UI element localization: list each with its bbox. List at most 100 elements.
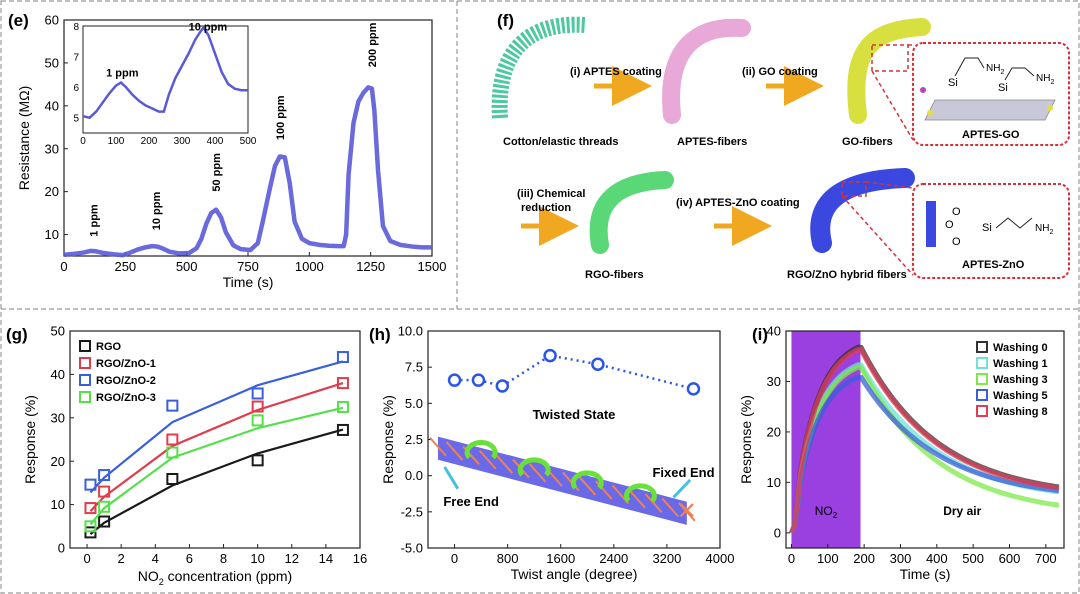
y-tick-label: 0 [58,541,65,556]
x-tick-label: 250 [114,259,136,274]
zno-surface [926,201,936,247]
data-point [336,400,349,413]
peak-annotation: 50 ppm [211,153,223,192]
annotation-twisted-state: Twisted State [533,407,616,422]
step-label-3a: (iii) Chemical [517,188,585,200]
free-end-arrow [443,466,460,490]
chart-h: 0 800 1600 2400 3200 4000 -5.0 -2.5 0.0 2.5 5.0 7.5… [380,324,734,582]
inset-line [82,25,248,120]
svg-text:O: O [952,236,961,248]
x-tick-label: 4 [152,551,159,566]
fiber-stripe [628,489,646,509]
fit-curve [89,428,344,535]
legend-marker [976,357,988,369]
data-point [591,357,605,372]
fiber-zno [810,168,915,253]
legend-marker [976,389,988,401]
x-axis-label: Twist angle (degree) [511,566,638,582]
x-axis-label: Time (s) [223,274,274,290]
fiber-label-zno: RGO/ZnO hybrid fibers [787,269,907,281]
svg-text:Si: Si [948,77,958,89]
twisted-fiber [437,436,687,525]
y-tick-label: -5.0 [401,541,423,556]
x-tick-label: 400 [926,551,948,566]
y-tick-label: 5.0 [405,396,423,411]
plot-frame [69,330,361,549]
x-tick-label: 16 [353,551,367,566]
graphene-sheet [924,99,1056,121]
x-tick-label: 12 [285,551,299,566]
region-label-no2: NO2 [815,504,838,520]
y-tick-label: -2.5 [401,504,423,519]
legend-label: Washing 8 [993,406,1048,418]
svg-text:Si: Si [982,222,992,234]
inset-x-tick-label: 200 [141,136,158,147]
twist-arrow [464,440,498,460]
peak-annotation: 10 ppm [151,192,163,231]
legend-marker [79,374,91,386]
fiber-stripe [445,441,464,461]
callout-aptes-zno [912,183,1070,279]
legend-label: Washing 3 [993,374,1048,386]
y-tick-label: 40 [45,98,59,113]
callout-label-aptes-zno: APTES-ZnO [962,259,1025,271]
panel-label-f: (f) [497,11,514,30]
x-tick-label: 1250 [356,259,385,274]
step-label-3b: reduction [521,202,571,214]
fiber-stripe [595,480,613,500]
step-label-1: (i) APTES coating [570,66,662,78]
data-point [84,520,97,533]
legend-marker [976,341,988,353]
panel-label-h: (h) [369,325,391,344]
panel-label-e: (e) [8,11,29,30]
inset-x-tick-label: 400 [207,136,224,147]
data-point [98,469,111,482]
y-tick-label: 30 [51,410,65,425]
y-tick-label: 20 [45,184,59,199]
y-tick-label: 40 [767,324,781,339]
data-point [166,399,179,412]
y-tick-label: 40 [51,367,65,382]
fiber-stripe [644,493,663,513]
legend-marker [79,357,91,369]
callout-aptes-go [912,42,1070,146]
fiber-label-cotton: Cotton/elastic threads [503,136,619,148]
fiber-stripe [678,502,696,522]
y-tick-label: 10 [51,497,65,512]
y-tick-label: 2.5 [405,432,423,447]
resistance-line [63,85,432,258]
legend-marker [976,405,988,417]
data-point [251,400,264,413]
x-tick-label: 3200 [652,551,681,566]
fiber-stripe [495,454,514,474]
data-point [336,377,349,390]
x-tick-label: 750 [237,259,259,274]
data-point [98,515,111,528]
step-label-2: (ii) GO coating [742,66,818,78]
inset-y-tick-label: 8 [73,22,79,33]
svg-text:O: O [945,219,954,231]
x-tick-label: 0 [788,551,795,566]
callout-source-zno [841,181,867,197]
twist-arrow [623,483,657,503]
response-line [454,354,694,391]
inset-annotation: 1 ppm [106,67,139,79]
callout-source-go [871,44,909,72]
data-point [166,433,179,446]
y-tick-label: 10 [767,475,781,490]
inset-y-tick-label: 5 [73,114,79,125]
twist-arrow [570,470,604,490]
data-point [447,373,462,387]
x-tick-label: 10 [250,551,264,566]
x-tick-label: 600 [999,551,1021,566]
response-curve [789,347,1060,534]
response-curve [789,364,1060,534]
fiber-stripe [528,463,547,483]
y-axis-label: Response (%) [22,395,38,484]
inset-frame [82,25,249,134]
x-tick-label: 2400 [599,551,628,566]
peak-annotation: 200 ppm [367,22,379,67]
legend-label: RGO/ZnO-1 [96,358,156,370]
y-axis-label: Resistance (MΩ) [16,86,32,191]
